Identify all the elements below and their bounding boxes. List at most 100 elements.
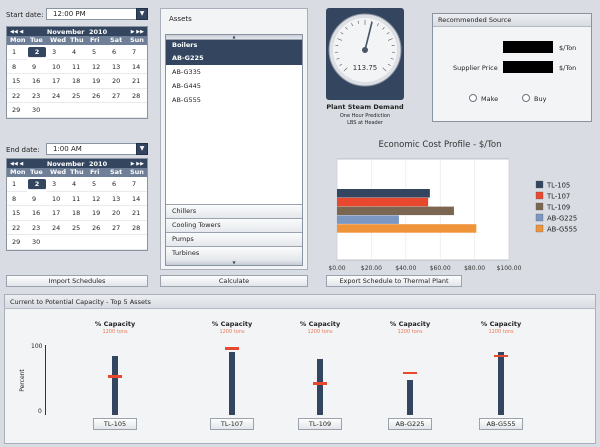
calendar-day[interactable]: 21 — [127, 206, 147, 221]
asset-item[interactable]: AB-G335 — [172, 68, 201, 76]
calendar-day[interactable]: 7 — [127, 45, 147, 60]
make-radio[interactable] — [469, 94, 477, 102]
calendar-day[interactable]: 22 — [7, 89, 27, 103]
calendar-day[interactable]: 29 — [7, 235, 27, 250]
calendar-day[interactable]: 8 — [7, 192, 27, 206]
calendar-day[interactable]: 16 — [27, 74, 47, 89]
calendar-day[interactable]: 6 — [107, 45, 127, 60]
calendar-day[interactable]: 30 — [27, 235, 47, 250]
export-schedule-button[interactable]: Export Schedule to Thermal Plant — [326, 275, 462, 287]
end-time-dropdown[interactable]: 1:00 AM ▼ — [46, 143, 148, 155]
calendar-day[interactable]: 24 — [47, 89, 67, 103]
calendar-day[interactable]: 10 — [47, 192, 67, 206]
calendar-day[interactable]: 26 — [87, 221, 107, 235]
calendar-day[interactable]: 7 — [127, 177, 147, 192]
asset-group-header[interactable]: Turbines — [166, 246, 302, 260]
calendar-day[interactable]: 20 — [107, 206, 127, 221]
calendar-day[interactable]: 29 — [7, 103, 27, 118]
calendar-day[interactable]: 23 — [27, 221, 47, 235]
next-month-icon[interactable]: ▶ ▶▶ — [130, 28, 144, 35]
chevron-down-icon[interactable]: ▼ — [136, 143, 148, 155]
asset-group-header[interactable]: Pumps — [166, 232, 302, 246]
next-month-icon[interactable]: ▶ ▶▶ — [130, 160, 144, 167]
calendar-day[interactable]: 9 — [27, 192, 47, 206]
calendar-day[interactable]: 28 — [127, 89, 147, 103]
calendar-day[interactable]: 26 — [87, 89, 107, 103]
capacity-marker — [403, 371, 417, 375]
asset-item[interactable]: AB-G445 — [172, 82, 201, 90]
asset-button-tl-109[interactable]: TL-109 — [298, 418, 342, 430]
calendar-day[interactable]: 16 — [27, 206, 47, 221]
calendar-day[interactable]: 2 — [28, 179, 46, 190]
capacity-y-bottom: 0 — [38, 408, 42, 415]
calendar-day[interactable]: 6 — [107, 177, 127, 192]
calendar-day[interactable]: 11 — [67, 60, 87, 74]
calendar-day[interactable]: 12 — [87, 60, 107, 74]
calendar-day[interactable]: 1 — [7, 45, 27, 60]
asset-button-ab-g225[interactable]: AB-G225 — [388, 418, 432, 430]
calendar-day[interactable]: 3 — [47, 177, 67, 192]
calendar-day[interactable]: 17 — [47, 74, 67, 89]
calendar-day[interactable]: 18 — [67, 74, 87, 89]
calendar-day[interactable]: 14 — [127, 60, 147, 74]
calendar-day[interactable]: 5 — [87, 177, 107, 192]
asset-button-tl-107[interactable]: TL-107 — [210, 418, 254, 430]
capacity-sublabel: 1200 tons — [102, 329, 128, 335]
calendar-day[interactable]: 4 — [67, 45, 87, 60]
import-schedules-button[interactable]: Import Schedules — [6, 275, 148, 287]
calendar-day[interactable]: 22 — [7, 221, 27, 235]
asset-button-ab-g555[interactable]: AB-G555 — [479, 418, 523, 430]
calendar-day[interactable]: 28 — [127, 221, 147, 235]
calendar-day[interactable]: 27 — [107, 221, 127, 235]
weekday-sun: Sun — [130, 168, 144, 176]
prev-month-icon[interactable]: ◀◀ ◀ — [10, 160, 24, 167]
calendar-day[interactable]: 12 — [87, 192, 107, 206]
calendar-day[interactable]: 25 — [67, 221, 87, 235]
calendar-day[interactable]: 9 — [27, 60, 47, 74]
asset-group-header[interactable]: Chillers — [166, 204, 302, 218]
calendar-day[interactable]: 19 — [87, 74, 107, 89]
calendar-day[interactable]: 10 — [47, 60, 67, 74]
calendar-day[interactable]: 15 — [7, 74, 27, 89]
supplier-price-label: Supplier Price — [453, 64, 498, 72]
calendar-day[interactable]: 1 — [7, 177, 27, 192]
calendar-day[interactable]: 17 — [47, 206, 67, 221]
calendar-day[interactable]: 15 — [7, 206, 27, 221]
calendar-day[interactable]: 3 — [47, 45, 67, 60]
calendar-day[interactable]: 4 — [67, 177, 87, 192]
scroll-up-icon[interactable]: ▲ — [166, 35, 302, 40]
calendar-day[interactable]: 13 — [107, 60, 127, 74]
asset-group-header[interactable]: Cooling Towers — [166, 218, 302, 232]
calendar-day[interactable]: 14 — [127, 192, 147, 206]
boilers-group-header[interactable]: Boilers — [166, 40, 302, 51]
calendar-day[interactable]: 30 — [27, 103, 47, 118]
make-radio-label: Make — [481, 95, 499, 103]
calendar-day[interactable]: 27 — [107, 89, 127, 103]
asset-item[interactable]: AB-G555 — [172, 96, 201, 104]
weekday-thu: Thu — [70, 36, 84, 44]
chevron-down-icon[interactable]: ▼ — [136, 8, 148, 20]
calendar-day[interactable]: 25 — [67, 89, 87, 103]
calendar-day[interactable]: 20 — [107, 74, 127, 89]
calendar-day[interactable]: 19 — [87, 206, 107, 221]
calendar-day[interactable]: 2 — [28, 47, 46, 58]
scroll-down-icon[interactable]: ▼ — [166, 260, 302, 265]
calendar-day[interactable]: 24 — [47, 221, 67, 235]
legend-label: TL-109 — [546, 204, 570, 212]
end-day-grid: 1 2 3 4 5 6 7 8 9 10 11 12 13 14 15 16 17 18 19 20 21 22 23 24 2… — [7, 177, 147, 250]
calendar-day[interactable]: 13 — [107, 192, 127, 206]
calendar-day[interactable]: 23 — [27, 89, 47, 103]
asset-button-tl-105[interactable]: TL-105 — [93, 418, 137, 430]
calendar-day[interactable]: 11 — [67, 192, 87, 206]
buy-radio[interactable] — [522, 94, 530, 102]
calendar-day[interactable]: 5 — [87, 45, 107, 60]
calculate-button[interactable]: Calculate — [160, 275, 308, 287]
prev-month-icon[interactable]: ◀◀ ◀ — [10, 28, 24, 35]
calendar-day[interactable]: 18 — [67, 206, 87, 221]
asset-item[interactable]: AB-G225 — [166, 51, 302, 65]
bar-tl-107 — [337, 197, 429, 207]
capacity-y-axis — [45, 345, 46, 415]
calendar-day[interactable]: 21 — [127, 74, 147, 89]
start-time-dropdown[interactable]: 12:00 PM ▼ — [46, 8, 148, 20]
calendar-day[interactable]: 8 — [7, 60, 27, 74]
